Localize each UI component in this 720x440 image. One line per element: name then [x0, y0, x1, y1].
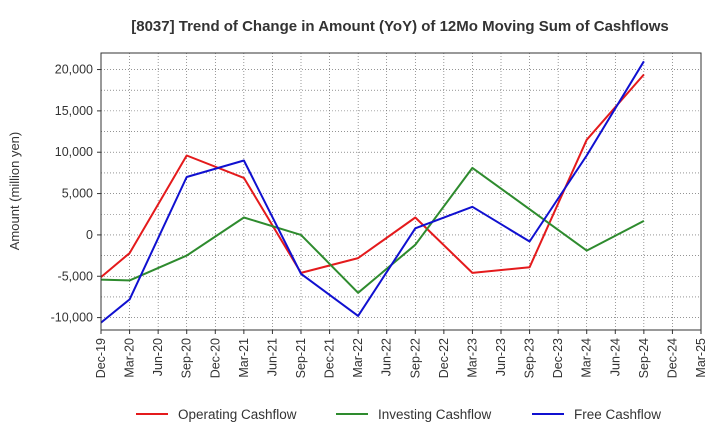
series-line-investing-cashflow [100, 166, 645, 294]
x-tick-label: Sep-21 [294, 338, 308, 378]
y-tick-label: 20,000 [55, 63, 93, 77]
x-tick-label: Sep-23 [523, 338, 537, 378]
y-tick-label: -5,000 [58, 269, 93, 283]
y-axis-label: Amount (million yen) [7, 132, 22, 251]
y-tick-label: 0 [86, 228, 93, 242]
x-tick-label: Mar-24 [580, 338, 594, 378]
plot-frame [100, 52, 702, 331]
x-tick-label: Mar-22 [351, 338, 365, 378]
x-tick-label: Jun-21 [265, 338, 279, 376]
y-axis-ticks: -10,000 -5,000 0 5,000 10,000 15,000 20,000 [51, 63, 101, 325]
x-tick-label: Jun-24 [608, 338, 622, 376]
x-tick-label: Jun-23 [494, 338, 508, 376]
y-tick-label: 15,000 [55, 104, 93, 118]
x-tick-label: Sep-22 [408, 338, 422, 378]
legend-item-free-cashflow: Free Cashflow [532, 407, 661, 422]
x-axis-ticks: Dec-19 Mar-20 Jun-20 Sep-20 Dec-20 Mar-21 Jun-… [94, 330, 708, 378]
x-tick-label: Mar-23 [465, 338, 479, 378]
legend-label: Free Cashflow [574, 407, 661, 422]
legend-item-operating-cashflow: Operating Cashflow [136, 407, 297, 422]
x-tick-label: Jun-20 [151, 338, 165, 376]
y-tick-label: 5,000 [62, 187, 93, 201]
x-tick-label: Mar-25 [694, 338, 708, 378]
series-line-free-cashflow [100, 60, 645, 324]
legend-label: Operating Cashflow [178, 407, 297, 422]
series-lines [100, 60, 645, 324]
legend: Operating Cashflow Investing Cashflow Free… [136, 407, 661, 422]
legend-label: Investing Cashflow [378, 407, 492, 422]
x-tick-label: Mar-21 [237, 338, 251, 378]
x-tick-label: Sep-20 [180, 338, 194, 378]
series-line-operating-cashflow [100, 73, 645, 278]
legend-item-investing-cashflow: Investing Cashflow [336, 407, 492, 422]
x-tick-label: Dec-22 [437, 338, 451, 378]
x-tick-label: Dec-23 [551, 338, 565, 378]
x-tick-label: Dec-21 [323, 338, 337, 378]
chart-title: [8037] Trend of Change in Amount (YoY) o… [131, 18, 669, 35]
x-tick-label: Mar-20 [123, 338, 137, 378]
y-tick-label: 10,000 [55, 145, 93, 159]
y-tick-label: -10,000 [51, 311, 93, 325]
x-tick-label: Dec-24 [665, 338, 679, 378]
x-tick-label: Dec-19 [94, 338, 108, 378]
grid-lines [100, 53, 702, 330]
x-tick-label: Jun-22 [380, 338, 394, 376]
x-tick-label: Dec-20 [208, 338, 222, 378]
x-tick-label: Sep-24 [637, 338, 651, 378]
